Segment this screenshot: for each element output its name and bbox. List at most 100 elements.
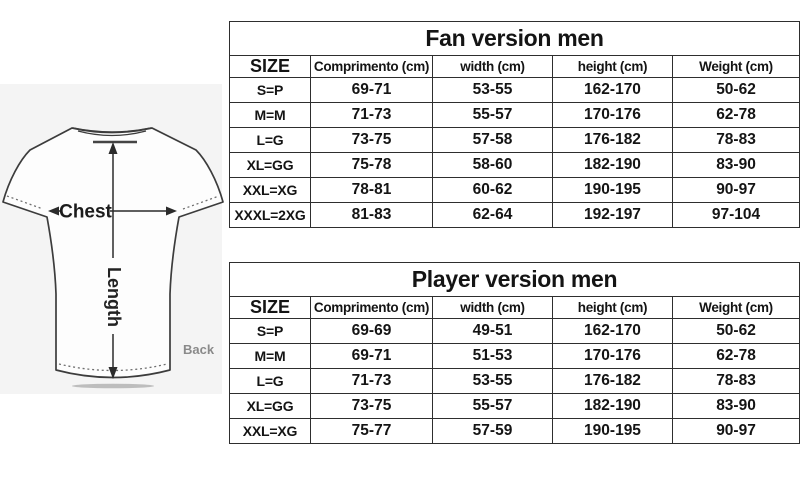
column-header: Comprimento (cm) bbox=[310, 296, 433, 319]
column-header: SIZE bbox=[229, 296, 311, 319]
table-cell: 90-97 bbox=[671, 177, 800, 203]
table-cell: 162-170 bbox=[552, 318, 673, 344]
table-cell: 190-195 bbox=[552, 418, 673, 444]
column-header: height (cm) bbox=[552, 55, 673, 78]
table-row: L=G 71-73 53-55 176-182 78-83 bbox=[229, 368, 800, 394]
table-cell: 57-59 bbox=[432, 418, 553, 444]
player-version-size-table: Player version men SIZE Comprimento (cm) w… bbox=[228, 262, 800, 444]
table-cell: 192-197 bbox=[552, 202, 673, 228]
table-cell: 50-62 bbox=[671, 318, 800, 344]
table-cell: 83-90 bbox=[671, 152, 800, 178]
table-cell: 81-83 bbox=[310, 202, 433, 228]
fan-version-table: Fan version men SIZE Comprimento (cm) widt… bbox=[228, 21, 800, 228]
column-header: width (cm) bbox=[432, 296, 553, 319]
table-cell: 75-77 bbox=[310, 418, 433, 444]
column-header: width (cm) bbox=[432, 55, 553, 78]
table-row: M=M 71-73 55-57 170-176 62-78 bbox=[229, 102, 800, 128]
size-label-cell: L=G bbox=[229, 368, 311, 394]
table-row: L=G 73-75 57-58 176-182 78-83 bbox=[229, 127, 800, 153]
size-label-cell: M=M bbox=[229, 343, 311, 369]
table-cell: 78-83 bbox=[671, 127, 800, 153]
column-header: Weight (cm) bbox=[671, 55, 800, 78]
left-sleeve-stitching bbox=[6, 195, 44, 210]
column-header: Weight (cm) bbox=[671, 296, 800, 319]
table-cell: 190-195 bbox=[552, 177, 673, 203]
table-row: XXL=XG 78-81 60-62 190-195 90-97 bbox=[229, 177, 800, 203]
chest-arrowhead-right bbox=[166, 206, 177, 216]
table-cell: 50-62 bbox=[671, 77, 800, 103]
table-cell: 83-90 bbox=[671, 393, 800, 419]
chest-arrow bbox=[48, 206, 177, 216]
table-cell: 176-182 bbox=[552, 368, 673, 394]
table-cell: 55-57 bbox=[432, 102, 553, 128]
collar-inner-line bbox=[77, 130, 147, 137]
table-cell: 55-57 bbox=[432, 393, 553, 419]
table-cell: 176-182 bbox=[552, 127, 673, 153]
size-label-cell: XL=GG bbox=[229, 393, 311, 419]
player-version-table: Player version men SIZE Comprimento (cm) w… bbox=[228, 262, 800, 444]
table-cell: 182-190 bbox=[552, 152, 673, 178]
table-cell: 51-53 bbox=[432, 343, 553, 369]
table-cell: 97-104 bbox=[671, 202, 800, 228]
size-label-cell: S=P bbox=[229, 77, 311, 103]
table-row: XL=GG 73-75 55-57 182-190 83-90 bbox=[229, 393, 800, 419]
table-cell: 170-176 bbox=[552, 102, 673, 128]
size-label-cell: XXL=XG bbox=[229, 418, 311, 444]
size-label-cell: XXXL=2XG bbox=[229, 202, 311, 228]
table-cell: 182-190 bbox=[552, 393, 673, 419]
table-cell: 53-55 bbox=[432, 77, 553, 103]
tshirt-measurement-diagram: Length Chest Back bbox=[0, 84, 230, 399]
table-row: M=M 69-71 51-53 170-176 62-78 bbox=[229, 343, 800, 369]
length-label: Length bbox=[104, 267, 124, 327]
table-title: Fan version men bbox=[228, 21, 800, 56]
size-label-cell: M=M bbox=[229, 102, 311, 128]
table-cell: 58-60 bbox=[432, 152, 553, 178]
size-label-cell: XXL=XG bbox=[229, 177, 311, 203]
length-arrowhead-top bbox=[108, 142, 118, 154]
table-cell: 62-78 bbox=[671, 102, 800, 128]
size-label-cell: XL=GG bbox=[229, 152, 311, 178]
column-header: Comprimento (cm) bbox=[310, 55, 433, 78]
table-cell: 69-69 bbox=[310, 318, 433, 344]
column-header: height (cm) bbox=[552, 296, 673, 319]
table-cell: 49-51 bbox=[432, 318, 553, 344]
table-cell: 71-73 bbox=[310, 102, 433, 128]
table-cell: 57-58 bbox=[432, 127, 553, 153]
collar-outer-line bbox=[72, 127, 152, 133]
table-cell: 69-71 bbox=[310, 77, 433, 103]
table-cell: 69-71 bbox=[310, 343, 433, 369]
table-cell: 78-83 bbox=[671, 368, 800, 394]
table-cell: 53-55 bbox=[432, 368, 553, 394]
table-cell: 78-81 bbox=[310, 177, 433, 203]
fan-version-size-table: Fan version men SIZE Comprimento (cm) widt… bbox=[228, 21, 800, 228]
table-row: XXL=XG 75-77 57-59 190-195 90-97 bbox=[229, 418, 800, 444]
table-row: XXXL=2XG 81-83 62-64 192-197 97-104 bbox=[229, 202, 800, 228]
length-arrow bbox=[108, 142, 118, 379]
chest-arrowhead-left bbox=[48, 206, 59, 216]
column-header: SIZE bbox=[229, 55, 311, 78]
table-cell: 73-75 bbox=[310, 393, 433, 419]
column-header-row: SIZE Comprimento (cm) width (cm) height (cm… bbox=[229, 55, 800, 78]
size-label-cell: L=G bbox=[229, 127, 311, 153]
tshirt-diagram-svg: Length Chest Back bbox=[0, 84, 224, 394]
shirt-shadow bbox=[72, 383, 154, 389]
table-cell: 62-64 bbox=[432, 202, 553, 228]
right-sleeve-stitching bbox=[182, 195, 220, 210]
size-label-cell: S=P bbox=[229, 318, 311, 344]
table-row: S=P 69-69 49-51 162-170 50-62 bbox=[229, 318, 800, 344]
chest-label: Chest bbox=[59, 202, 112, 223]
back-label: Back bbox=[183, 342, 215, 357]
table-row: S=P 69-71 53-55 162-170 50-62 bbox=[229, 77, 800, 103]
length-arrowhead-bottom bbox=[108, 367, 118, 379]
table-cell: 75-78 bbox=[310, 152, 433, 178]
table-cell: 71-73 bbox=[310, 368, 433, 394]
table-cell: 170-176 bbox=[552, 343, 673, 369]
table-cell: 62-78 bbox=[671, 343, 800, 369]
table-cell: 60-62 bbox=[432, 177, 553, 203]
table-cell: 90-97 bbox=[671, 418, 800, 444]
table-title: Player version men bbox=[228, 262, 800, 297]
column-header-row: SIZE Comprimento (cm) width (cm) height (cm… bbox=[229, 296, 800, 319]
table-cell: 73-75 bbox=[310, 127, 433, 153]
table-cell: 162-170 bbox=[552, 77, 673, 103]
table-row: XL=GG 75-78 58-60 182-190 83-90 bbox=[229, 152, 800, 178]
